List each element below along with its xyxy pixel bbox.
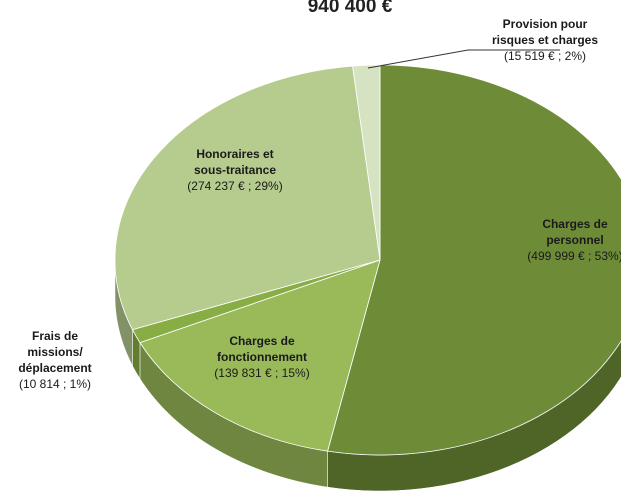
slice xyxy=(327,64,621,456)
value-label: (10 814 ; 1%) xyxy=(18,377,92,391)
value-label: (15 519 € ; 2%) xyxy=(503,49,587,63)
value-label: (274 237 € ; 29%) xyxy=(187,179,283,193)
slice-label: Honoraires et sous-traitance (274 237 € … xyxy=(160,146,310,194)
slice xyxy=(352,64,381,261)
slice xyxy=(114,65,381,331)
value-label: (499 999 € ; 53%) xyxy=(527,249,621,263)
slice-label: Frais de missions/ déplacement (10 814 ;… xyxy=(0,328,110,392)
slice-label: Provision pour risques et charges (15 51… xyxy=(470,16,620,64)
category-label: Charges de personnel xyxy=(542,217,608,247)
value-label: (139 831 € ; 15%) xyxy=(214,366,310,380)
slice xyxy=(139,259,381,452)
category-label: Frais de missions/ déplacement xyxy=(18,329,92,375)
category-label: Honoraires et sous-traitance xyxy=(193,147,277,177)
slice-label: Charges de fonctionnement (139 831 € ; 1… xyxy=(187,333,337,381)
leader-line xyxy=(367,49,560,69)
chart-title: 940 400 € xyxy=(307,0,393,17)
category-label: Provision pour risques et charges xyxy=(491,17,599,47)
category-label: Charges de fonctionnement xyxy=(217,334,307,364)
slice-label: Charges de personnel (499 999 € ; 53%) xyxy=(500,216,621,264)
